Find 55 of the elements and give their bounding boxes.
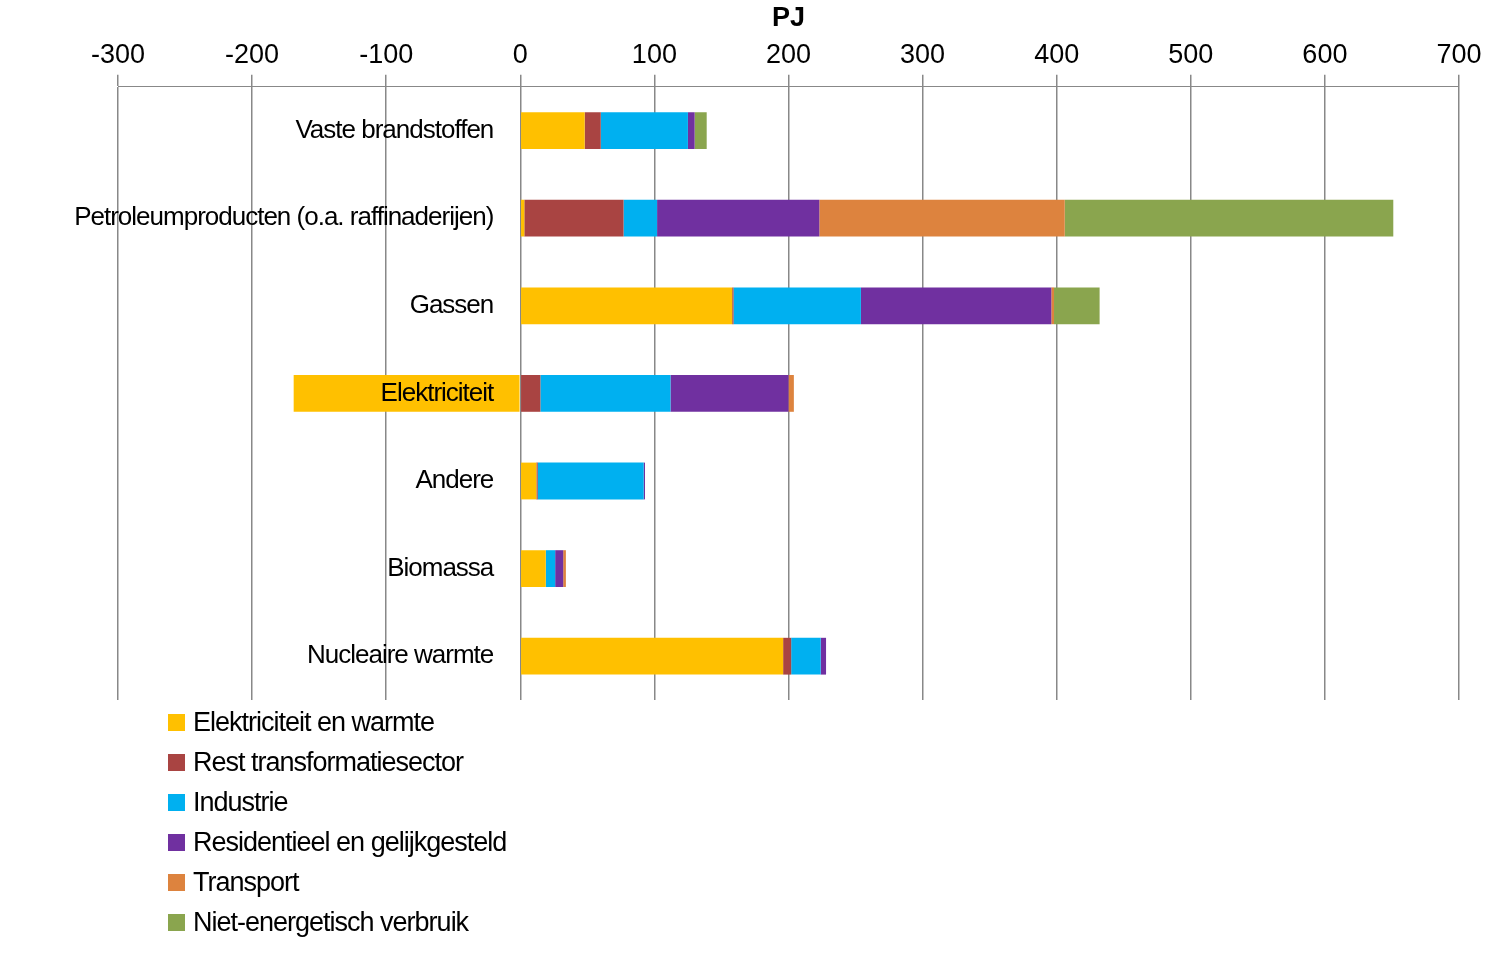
bar	[670, 375, 789, 412]
bar	[555, 550, 564, 587]
bar	[524, 199, 624, 237]
bar	[545, 550, 556, 587]
bar	[584, 112, 601, 149]
bar	[687, 112, 695, 149]
bar	[1054, 287, 1100, 325]
legend-label: Residentieel en gelijkgesteld	[193, 826, 507, 858]
bar	[820, 637, 827, 675]
bar	[1051, 287, 1055, 325]
legend-label: Elektriciteit en warmte	[193, 706, 435, 738]
bar	[521, 375, 541, 412]
bar	[521, 112, 585, 149]
bar	[623, 199, 658, 237]
x-tick-label: 0	[512, 39, 528, 70]
x-tick-label: 600	[1302, 39, 1348, 70]
bar	[521, 287, 733, 325]
y-tick-label: Andere	[415, 464, 494, 495]
legend-label: Niet-energetisch verbruik	[193, 906, 469, 938]
x-tick-label: -300	[90, 39, 146, 70]
y-tick-label: Elektriciteit	[380, 376, 496, 407]
y-tick-label: Vaste brandstoffen	[295, 113, 494, 144]
bar	[788, 375, 794, 412]
x-tick-label: 200	[765, 39, 812, 70]
bar	[600, 112, 688, 149]
x-axis-title: PJ	[771, 1, 806, 32]
x-tick-label: -100	[359, 39, 414, 70]
y-tick-label: Biomassa	[387, 551, 495, 582]
bar	[521, 637, 784, 675]
legend-label: Rest transformatiesector	[193, 746, 464, 778]
bar	[563, 550, 566, 587]
bar	[657, 199, 820, 237]
bar	[537, 462, 644, 500]
bar	[1064, 199, 1394, 237]
bar	[819, 199, 1065, 237]
bar	[791, 637, 821, 675]
x-tick-label: 700	[1436, 39, 1482, 70]
y-tick-label: Petroleumproducten (o.a. raffinaderijen)	[74, 201, 494, 232]
bar	[540, 375, 671, 412]
y-tick-label: Nucleaire warmte	[307, 639, 494, 670]
bar	[860, 287, 1052, 325]
bar	[521, 199, 525, 237]
x-tick-label: 500	[1168, 39, 1214, 70]
x-tick-label: 100	[631, 39, 677, 70]
legend-label: Industrie	[193, 786, 288, 818]
bar	[733, 287, 861, 325]
x-tick-label: 400	[1034, 39, 1080, 70]
x-tick-label: -200	[225, 39, 280, 70]
bar	[521, 462, 537, 500]
legend-label: Transport	[193, 866, 299, 898]
bar	[783, 637, 792, 675]
bar	[694, 112, 707, 149]
bar	[521, 550, 546, 587]
y-tick-label: Gassen	[409, 288, 494, 319]
x-tick-label: 300	[900, 39, 946, 70]
